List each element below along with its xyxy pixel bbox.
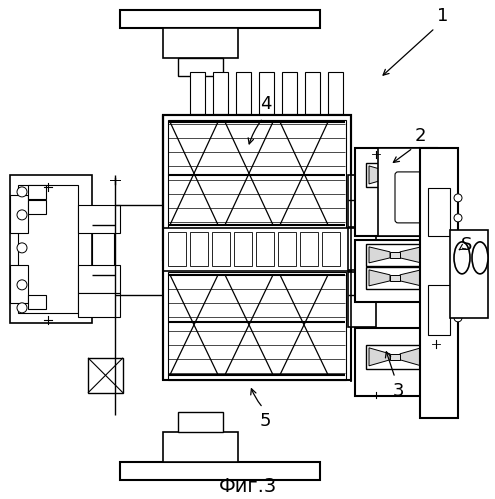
Bar: [236, 72, 251, 114]
Bar: [168, 144, 346, 158]
Text: 2: 2: [415, 127, 427, 145]
Bar: [355, 148, 437, 236]
Circle shape: [454, 194, 462, 202]
Circle shape: [454, 214, 462, 222]
Bar: [10, 175, 92, 323]
Circle shape: [17, 243, 27, 253]
Bar: [10, 265, 28, 303]
Bar: [300, 232, 318, 266]
Bar: [390, 354, 400, 360]
FancyBboxPatch shape: [395, 172, 429, 223]
Bar: [366, 267, 424, 289]
Bar: [10, 195, 28, 233]
Text: 4: 4: [260, 95, 271, 113]
Bar: [355, 240, 437, 302]
Bar: [88, 358, 123, 393]
Ellipse shape: [454, 242, 470, 274]
Bar: [168, 272, 346, 380]
Bar: [78, 265, 120, 293]
Bar: [178, 412, 223, 432]
Bar: [366, 163, 424, 187]
Bar: [420, 148, 458, 418]
Bar: [163, 228, 351, 271]
Bar: [348, 272, 376, 327]
Bar: [328, 72, 343, 114]
Bar: [190, 72, 205, 114]
Bar: [450, 230, 488, 318]
Circle shape: [17, 187, 27, 197]
Bar: [168, 228, 346, 242]
Bar: [366, 244, 424, 266]
Bar: [120, 462, 320, 480]
Bar: [168, 340, 346, 354]
Bar: [278, 232, 296, 266]
Bar: [78, 205, 120, 233]
Circle shape: [17, 303, 27, 313]
Text: 3: 3: [393, 382, 404, 400]
Bar: [168, 312, 346, 326]
Bar: [390, 172, 400, 178]
Bar: [322, 232, 340, 266]
Circle shape: [454, 294, 462, 302]
Ellipse shape: [472, 242, 488, 274]
Text: 5: 5: [260, 412, 271, 430]
Bar: [28, 295, 46, 309]
Bar: [366, 345, 424, 369]
Polygon shape: [400, 270, 421, 286]
Polygon shape: [400, 348, 421, 366]
Bar: [256, 232, 274, 266]
Text: Фиг.3: Фиг.3: [219, 477, 277, 496]
Bar: [355, 328, 437, 396]
Bar: [163, 115, 351, 260]
Bar: [212, 232, 230, 266]
Bar: [234, 232, 252, 266]
Polygon shape: [369, 247, 390, 263]
Bar: [163, 432, 238, 462]
Polygon shape: [369, 348, 390, 366]
Text: S: S: [461, 236, 472, 254]
Bar: [305, 72, 320, 114]
Bar: [259, 72, 274, 114]
Bar: [378, 148, 436, 236]
Polygon shape: [400, 166, 421, 184]
Bar: [428, 188, 450, 236]
Bar: [428, 285, 450, 335]
Bar: [18, 185, 78, 313]
Bar: [92, 220, 114, 280]
Bar: [28, 185, 46, 199]
Bar: [213, 72, 228, 114]
Bar: [190, 232, 208, 266]
Bar: [168, 284, 346, 298]
Polygon shape: [400, 247, 421, 263]
Bar: [168, 200, 346, 214]
Bar: [168, 120, 346, 228]
Bar: [178, 58, 223, 76]
Bar: [120, 10, 320, 28]
Bar: [28, 200, 46, 214]
Bar: [390, 275, 400, 281]
Circle shape: [17, 280, 27, 290]
Text: 1: 1: [437, 7, 448, 25]
Circle shape: [454, 314, 462, 322]
Bar: [168, 232, 186, 266]
Bar: [168, 256, 346, 270]
Circle shape: [17, 210, 27, 220]
Bar: [390, 252, 400, 258]
Bar: [163, 28, 238, 58]
Bar: [348, 175, 376, 227]
Polygon shape: [369, 270, 390, 286]
Bar: [348, 228, 376, 270]
Bar: [168, 172, 346, 186]
Bar: [92, 285, 114, 315]
Bar: [282, 72, 297, 114]
Bar: [78, 293, 120, 317]
Bar: [163, 115, 351, 380]
Polygon shape: [369, 166, 390, 184]
